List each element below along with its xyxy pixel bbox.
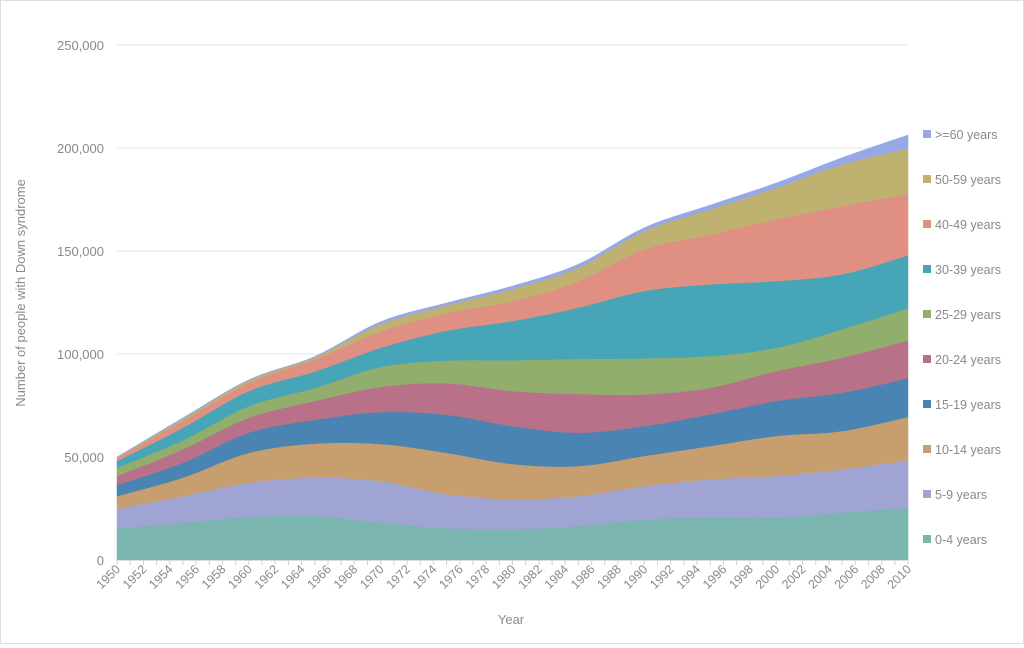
x-tick-label: 1962 <box>252 562 282 592</box>
y-tick-label: 0 <box>97 553 104 568</box>
legend-swatch <box>923 175 931 183</box>
x-tick-label: 1996 <box>700 562 730 592</box>
x-axis-ticks: 1950195219541956195819601962196419661968… <box>94 560 915 592</box>
legend-item[interactable]: 0-4 years <box>923 533 987 547</box>
legend-swatch <box>923 400 931 408</box>
legend-swatch <box>923 265 931 273</box>
x-tick-label: 1956 <box>173 562 203 592</box>
y-axis-title: Number of people with Down syndrome <box>13 179 28 407</box>
legend-swatch <box>923 490 931 498</box>
x-tick-label: 1984 <box>542 562 572 592</box>
x-tick-label: 1966 <box>304 562 334 592</box>
legend-item[interactable]: 50-59 years <box>923 173 1001 187</box>
legend-label: 20-24 years <box>935 353 1001 367</box>
x-tick-label: 1986 <box>568 562 598 592</box>
area-series <box>116 134 909 561</box>
legend-swatch <box>923 220 931 228</box>
legend-item[interactable]: 30-39 years <box>923 263 1001 277</box>
x-tick-label: 1994 <box>674 562 704 592</box>
legend-item[interactable]: 40-49 years <box>923 218 1001 232</box>
y-tick-label: 100,000 <box>57 347 104 362</box>
legend-label: 25-29 years <box>935 308 1001 322</box>
legend-label: 30-39 years <box>935 263 1001 277</box>
legend-label: 10-14 years <box>935 443 1001 457</box>
x-tick-label: 1958 <box>199 562 229 592</box>
legend-label: 50-59 years <box>935 173 1001 187</box>
legend-label: 0-4 years <box>935 533 987 547</box>
y-axis-ticks: 0 50,000 100,000 150,000 200,000 250,000 <box>57 38 104 568</box>
x-tick-label: 2002 <box>779 562 809 592</box>
x-tick-label: 1992 <box>647 562 677 592</box>
x-tick-label: 1974 <box>410 562 440 592</box>
legend-swatch <box>923 310 931 318</box>
x-axis-title: Year <box>498 612 525 627</box>
legend-swatch <box>923 445 931 453</box>
legend-item[interactable]: 10-14 years <box>923 443 1001 457</box>
legend-label: 15-19 years <box>935 398 1001 412</box>
legend-label: 40-49 years <box>935 218 1001 232</box>
x-tick-label: 1988 <box>595 562 625 592</box>
legend-item[interactable]: 15-19 years <box>923 398 1001 412</box>
legend-label: >=60 years <box>935 128 998 142</box>
x-tick-label: 1980 <box>489 562 519 592</box>
x-tick-label: 1976 <box>436 562 466 592</box>
y-tick-label: 200,000 <box>57 141 104 156</box>
x-tick-label: 1982 <box>515 562 545 592</box>
y-tick-label: 250,000 <box>57 38 104 53</box>
legend-label: 5-9 years <box>935 488 987 502</box>
legend-item[interactable]: 20-24 years <box>923 353 1001 367</box>
x-tick-label: 1960 <box>225 562 255 592</box>
x-tick-label: 1990 <box>621 562 651 592</box>
x-tick-label: 1968 <box>331 562 361 592</box>
legend-item[interactable]: 25-29 years <box>923 308 1001 322</box>
x-tick-label: 1952 <box>120 562 150 592</box>
area-60-years <box>116 134 909 458</box>
legend-item[interactable]: >=60 years <box>923 128 998 142</box>
x-tick-label: 1998 <box>726 562 756 592</box>
x-tick-label: 2010 <box>885 562 915 592</box>
x-tick-label: 1954 <box>146 562 176 592</box>
x-tick-label: 2004 <box>805 562 835 592</box>
legend: >=60 years 50-59 years 40-49 years 30-39 ye… <box>923 128 1001 547</box>
legend-swatch <box>923 355 931 363</box>
legend-swatch <box>923 535 931 543</box>
y-tick-label: 150,000 <box>57 244 104 259</box>
legend-swatch <box>923 130 931 138</box>
x-tick-label: 1964 <box>278 562 308 592</box>
x-tick-label: 2008 <box>858 562 888 592</box>
x-tick-label: 2000 <box>753 562 783 592</box>
x-tick-label: 1978 <box>463 562 493 592</box>
x-tick-label: 1972 <box>384 562 414 592</box>
y-tick-label: 50,000 <box>64 450 104 465</box>
legend-item[interactable]: 5-9 years <box>923 488 987 502</box>
x-tick-label: 1970 <box>357 562 387 592</box>
x-tick-label: 2006 <box>832 562 862 592</box>
